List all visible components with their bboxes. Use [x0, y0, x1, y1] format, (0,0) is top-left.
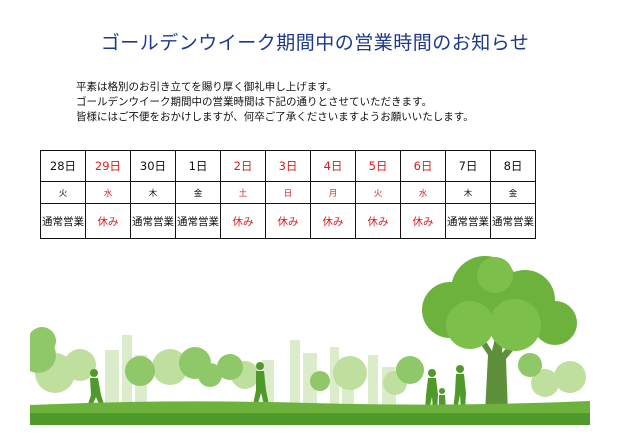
park-scene-illustration — [30, 256, 590, 425]
date-cell: 4日 — [310, 150, 356, 182]
date-cell: 6日 — [400, 150, 446, 182]
midground-trees — [30, 327, 542, 391]
status-cell: 通常営業 — [445, 203, 491, 239]
weekday-cell: 火 — [40, 181, 86, 204]
weekday-cell: 水 — [85, 181, 131, 204]
large-tree — [422, 256, 577, 413]
date-cell: 5日 — [355, 150, 401, 182]
status-cell: 休み — [400, 203, 446, 239]
intro-line: 皆様にはご不便をおかけしますが、何卒ご了承くださいますようお願いいたします。 — [76, 111, 474, 123]
status-cell: 通常営業 — [175, 203, 221, 239]
weekday-cell: 木 — [445, 181, 491, 204]
weekday-cell: 金 — [175, 181, 221, 204]
intro-text: 平素は格別のお引き立てを賜り厚く御礼申し上げます。 ゴールデンウイーク期間中の営… — [76, 80, 474, 125]
weekday-cell: 日 — [265, 181, 311, 204]
status-cell: 通常営業 — [40, 203, 86, 239]
weekday-cell: 金 — [490, 181, 536, 204]
weekday-cell: 土 — [220, 181, 266, 204]
page-title: ゴールデンウイーク期間中の営業時間のお知らせ — [100, 32, 530, 54]
date-row: 28日 29日 30日 1日 2日 3日 4日 5日 6日 7日 8日 — [40, 150, 536, 182]
status-cell: 通常営業 — [490, 203, 536, 239]
date-cell: 30日 — [130, 150, 176, 182]
status-cell: 休み — [85, 203, 131, 239]
date-cell: 1日 — [175, 150, 221, 182]
date-cell: 29日 — [85, 150, 131, 182]
status-cell: 休み — [355, 203, 401, 239]
status-cell: 通常営業 — [130, 203, 176, 239]
date-cell: 28日 — [40, 150, 86, 182]
date-cell: 8日 — [490, 150, 536, 182]
intro-line: ゴールデンウイーク期間中の営業時間は下記の通りとさせていただきます。 — [76, 96, 432, 108]
date-cell: 2日 — [220, 150, 266, 182]
status-cell: 休み — [265, 203, 311, 239]
date-cell: 7日 — [445, 150, 491, 182]
status-cell: 休み — [220, 203, 266, 239]
background-trees — [35, 349, 586, 397]
weekday-cell: 木 — [130, 181, 176, 204]
status-cell: 休み — [310, 203, 356, 239]
ground-strip — [30, 413, 590, 425]
date-cell: 3日 — [265, 150, 311, 182]
status-row: 通常営業 休み 通常営業 通常営業 休み 休み 休み 休み 休み 通常営業 通常… — [40, 203, 536, 239]
weekday-row: 火 水 木 金 土 日 月 火 水 木 金 — [40, 181, 536, 204]
intro-line: 平素は格別のお引き立てを賜り厚く御礼申し上げます。 — [76, 81, 338, 93]
weekday-cell: 火 — [355, 181, 401, 204]
weekday-cell: 月 — [310, 181, 356, 204]
weekday-cell: 水 — [400, 181, 446, 204]
schedule-table: 28日 29日 30日 1日 2日 3日 4日 5日 6日 7日 8日 火 水 … — [40, 150, 536, 239]
